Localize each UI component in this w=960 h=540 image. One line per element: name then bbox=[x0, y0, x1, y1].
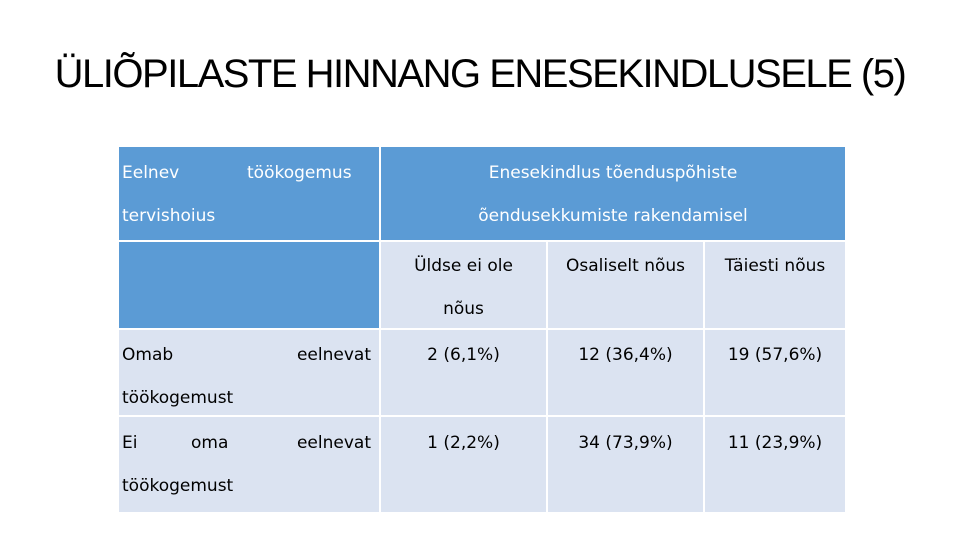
row2-label-word-oma: oma bbox=[191, 433, 229, 453]
row1-value-fully-agree: 19 (57,6%) bbox=[702, 328, 848, 417]
row1-label-word-eelnevat: eelnevat bbox=[296, 345, 371, 365]
row2-label-word-tookogemust: töökogemust bbox=[122, 476, 234, 496]
row2-value-partly-agree: 34 (73,9%) bbox=[546, 415, 705, 514]
row1-value-partly-agree: 12 (36,4%) bbox=[546, 328, 705, 417]
table-row: Ei oma eelnevat töökogemust 1 (2,2%) 34 … bbox=[117, 415, 848, 514]
row2-value-partly-agree-text: 34 (73,9%) bbox=[578, 433, 673, 453]
row2-label-word-ei: Ei bbox=[122, 433, 138, 453]
header-word-tervishoius: tervishoius bbox=[122, 206, 216, 226]
row1-value-fully-agree-text: 19 (57,6%) bbox=[727, 345, 823, 365]
column-header-disagree-line1: Üldse ei ole bbox=[414, 256, 513, 276]
row2-value-fully-agree: 11 (23,9%) bbox=[702, 415, 848, 514]
column-header-disagree-line2: nõus bbox=[443, 299, 484, 319]
row2-label-word-eelnevat: eelnevat bbox=[296, 433, 371, 453]
row1-value-disagree-text: 2 (6,1%) bbox=[427, 345, 500, 365]
column-header-partly-agree-label: Osaliselt nõus bbox=[565, 256, 686, 276]
column-header-disagree: Üldse ei ole nõus bbox=[379, 240, 548, 330]
header-confidence-line1: Enesekindlus tõenduspõhiste bbox=[488, 163, 738, 183]
header-word-eelnev: Eelnev bbox=[122, 163, 180, 183]
header-cell-confidence: Enesekindlus tõenduspõhiste õendusekkumi… bbox=[378, 145, 848, 242]
table-header-row: Eelnev töökogemus tervishoius Enesekindl… bbox=[117, 145, 848, 242]
row1-label-word-omab: Omab bbox=[122, 345, 174, 365]
column-header-fully-agree-label: Täiesti nõus bbox=[724, 256, 826, 276]
subheader-empty-cell bbox=[117, 240, 381, 330]
table-row: Omab eelnevat töökogemust 2 (6,1%) 12 (3… bbox=[117, 328, 848, 417]
row1-value-disagree: 2 (6,1%) bbox=[379, 328, 548, 417]
header-confidence-line2: õendusekkumiste rakendamisel bbox=[478, 206, 748, 226]
row2-value-disagree-text: 1 (2,2%) bbox=[427, 433, 500, 453]
table-subheader-row: Üldse ei ole nõus Osaliselt nõus Täiesti… bbox=[117, 240, 848, 330]
slide-title: ÜLIÕPILASTE HINNANG ENESEKINDLUSELE (5) bbox=[54, 52, 907, 96]
column-header-fully-agree: Täiesti nõus bbox=[702, 240, 848, 330]
row2-value-fully-agree-text: 11 (23,9%) bbox=[727, 433, 823, 453]
column-header-partly-agree: Osaliselt nõus bbox=[546, 240, 705, 330]
row2-value-disagree: 1 (2,2%) bbox=[379, 415, 548, 514]
header-cell-experience: Eelnev töökogemus tervishoius bbox=[117, 145, 381, 242]
results-table: Eelnev töökogemus tervishoius Enesekindl… bbox=[117, 145, 848, 514]
row-label-no-experience: Ei oma eelnevat töökogemust bbox=[117, 415, 381, 514]
header-word-tookogemus: töökogemus bbox=[247, 163, 352, 183]
row1-label-word-tookogemust: töökogemust bbox=[122, 388, 234, 408]
row-label-has-experience: Omab eelnevat töökogemust bbox=[117, 328, 381, 417]
row1-value-partly-agree-text: 12 (36,4%) bbox=[578, 345, 673, 365]
